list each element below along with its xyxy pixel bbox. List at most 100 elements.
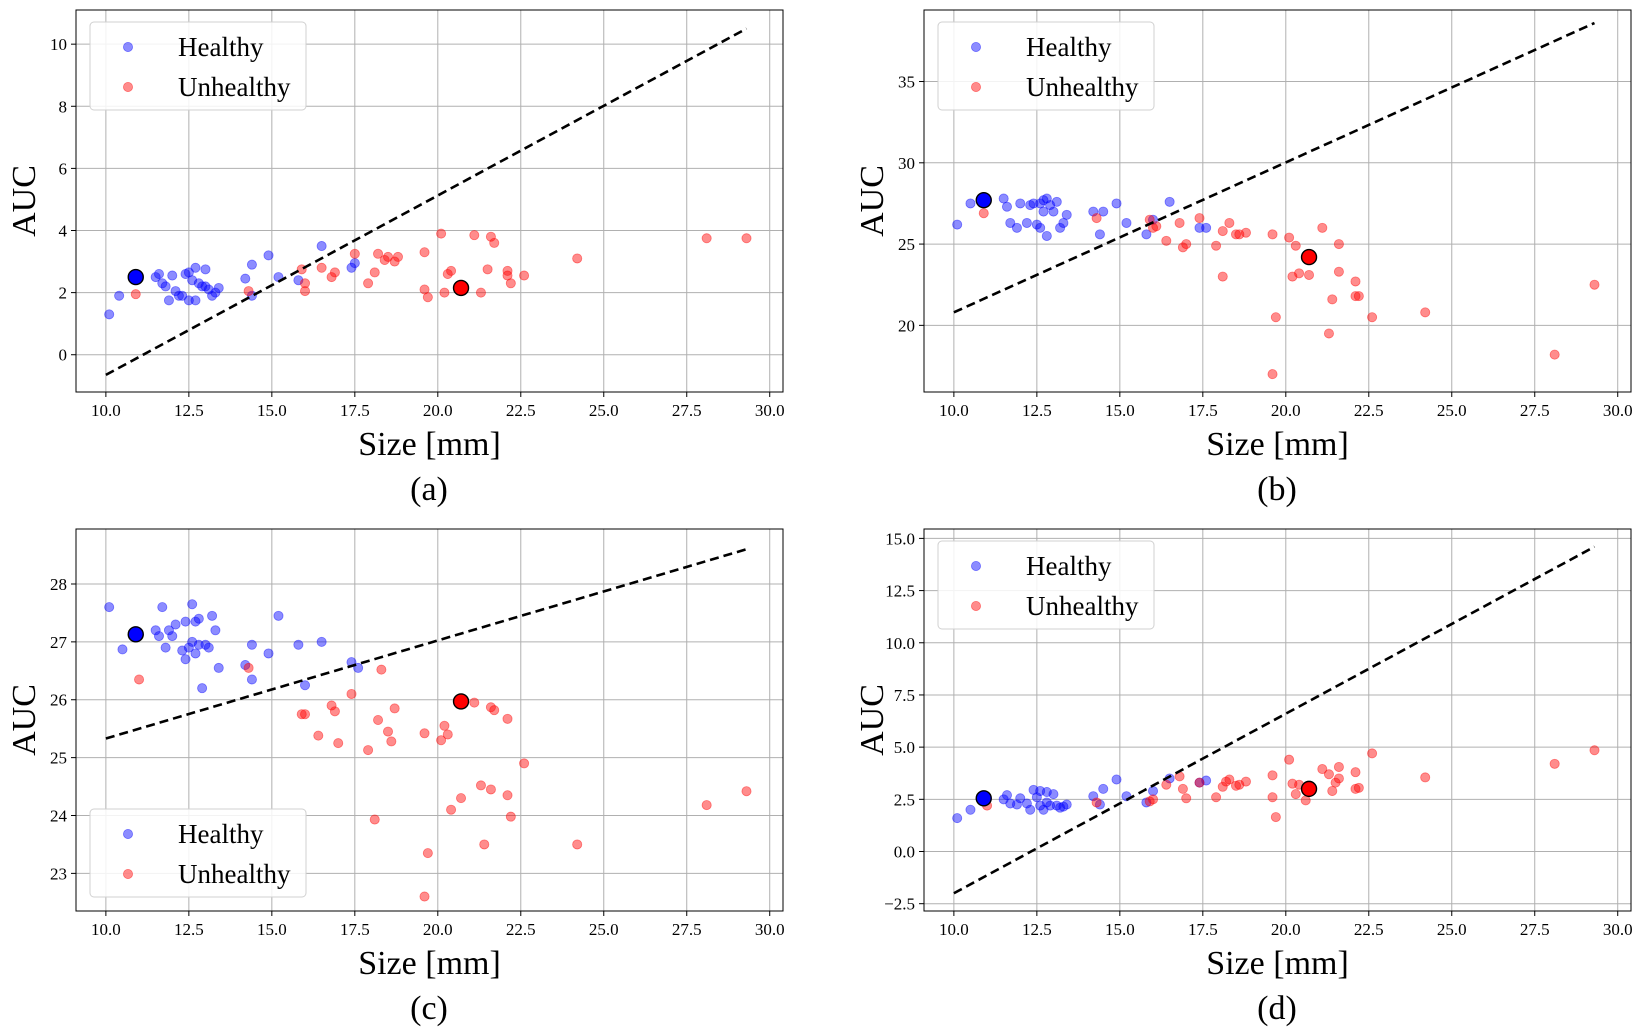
data-point-healthy <box>197 683 208 694</box>
legend-marker-healthy <box>123 829 134 840</box>
mean-marker-unhealthy <box>1300 780 1318 798</box>
data-point-healthy <box>213 282 224 293</box>
y-tick-label: 10.0 <box>885 634 915 653</box>
data-point-unhealthy <box>300 278 311 289</box>
y-tick-label: 25 <box>898 235 915 254</box>
y-tick-label: 12.5 <box>885 582 915 601</box>
data-point-healthy <box>316 636 327 647</box>
data-point-unhealthy <box>392 251 403 262</box>
data-point-healthy <box>1021 217 1032 228</box>
data-point-unhealthy <box>1091 797 1102 808</box>
data-point-healthy <box>210 625 221 636</box>
data-point-healthy <box>1041 797 1052 808</box>
x-tick-label: 12.5 <box>174 920 204 939</box>
data-point-healthy <box>1088 206 1099 217</box>
data-point-unhealthy <box>1224 217 1235 228</box>
data-point-healthy <box>1041 193 1052 204</box>
data-point-unhealthy <box>1217 781 1228 792</box>
data-point-healthy <box>1005 217 1016 228</box>
data-point-unhealthy <box>1549 349 1560 360</box>
x-tick-label: 25.0 <box>589 920 619 939</box>
data-point-unhealthy <box>1589 279 1600 290</box>
data-point-unhealthy <box>243 286 254 297</box>
decision-boundary-line <box>953 545 1596 895</box>
data-point-unhealthy <box>1267 792 1278 803</box>
x-axis-label: Size [mm] <box>358 426 501 463</box>
x-tick-label: 30.0 <box>1603 920 1633 939</box>
legend-box <box>937 540 1155 630</box>
data-point-unhealthy <box>1211 792 1222 803</box>
data-point-healthy <box>187 599 198 610</box>
plot-area <box>952 545 1600 895</box>
data-point-unhealthy <box>442 729 453 740</box>
y-tick-label: 7.5 <box>894 686 915 705</box>
data-point-unhealthy <box>741 233 752 244</box>
data-point-unhealthy <box>419 728 430 739</box>
data-point-healthy <box>207 290 218 301</box>
data-point-unhealthy <box>1161 779 1172 790</box>
data-point-unhealthy <box>1287 778 1298 789</box>
data-point-healthy <box>240 660 251 671</box>
data-point-healthy <box>1141 229 1152 240</box>
x-tick-label: 12.5 <box>1022 401 1052 420</box>
y-tick-label: 0.0 <box>894 843 915 862</box>
data-point-unhealthy <box>1211 240 1222 251</box>
data-point-unhealthy <box>1217 271 1228 282</box>
data-point-unhealthy <box>1317 764 1328 775</box>
data-point-healthy <box>163 295 174 306</box>
data-point-unhealthy <box>326 272 337 283</box>
data-point-healthy <box>1058 217 1069 228</box>
data-point-unhealthy <box>489 237 500 248</box>
data-point-healthy <box>160 642 171 653</box>
mean-marker-unhealthy <box>1300 248 1318 266</box>
x-tick-label: 12.5 <box>174 401 204 420</box>
data-point-unhealthy <box>1151 221 1162 232</box>
chart-panel-c: 10.0 12.5 15.0 17.5 20.0 22.5 25.0 27.5 30.0 23 24… <box>6 528 785 1027</box>
data-point-healthy <box>316 241 327 252</box>
data-point-unhealthy <box>1091 213 1102 224</box>
data-point-healthy <box>1025 804 1036 815</box>
legend: Healthy Unhealthy <box>89 808 307 898</box>
data-point-healthy <box>952 219 963 230</box>
data-point-unhealthy <box>1333 239 1344 250</box>
data-point-healthy <box>114 290 125 301</box>
data-point-healthy <box>153 631 164 642</box>
y-tick-label: 25 <box>50 749 67 768</box>
data-point-unhealthy <box>1549 758 1560 769</box>
data-point-healthy <box>246 639 257 650</box>
data-point-healthy <box>200 264 211 275</box>
data-point-unhealthy <box>485 702 496 713</box>
mean-marker-healthy <box>127 626 144 643</box>
data-point-unhealthy <box>300 286 311 297</box>
data-point-unhealthy <box>1420 772 1431 783</box>
data-point-healthy <box>190 648 201 659</box>
y-tick-label: 10 <box>50 35 67 54</box>
data-point-unhealthy <box>1181 793 1192 804</box>
y-tick-label: 0 <box>59 346 68 365</box>
x-tick-label: 20.0 <box>1271 401 1301 420</box>
series-unhealthy <box>130 228 752 303</box>
data-point-healthy <box>952 813 963 824</box>
data-point-healthy <box>1051 800 1062 811</box>
data-point-unhealthy <box>1350 783 1361 794</box>
data-point-unhealthy <box>469 230 480 241</box>
legend-label-healthy: Healthy <box>1026 32 1112 62</box>
data-point-unhealthy <box>1350 276 1361 287</box>
data-point-unhealthy <box>130 289 141 300</box>
data-point-unhealthy <box>1267 229 1278 240</box>
data-point-unhealthy <box>469 697 480 708</box>
grid-lines <box>924 529 1631 911</box>
x-tick-label: 22.5 <box>506 401 536 420</box>
series-healthy <box>104 599 364 694</box>
data-point-healthy <box>193 639 204 650</box>
data-point-healthy <box>1038 195 1049 206</box>
data-point-unhealthy <box>1231 229 1242 240</box>
data-point-healthy <box>183 295 194 306</box>
data-point-healthy <box>207 610 218 621</box>
y-tick-label: −2.5 <box>884 895 915 914</box>
data-point-healthy <box>180 268 191 279</box>
y-axis-label: AUC <box>854 165 891 237</box>
panel-label: (d) <box>1257 990 1297 1027</box>
data-point-unhealthy <box>482 264 493 275</box>
data-point-healthy <box>1028 198 1039 209</box>
